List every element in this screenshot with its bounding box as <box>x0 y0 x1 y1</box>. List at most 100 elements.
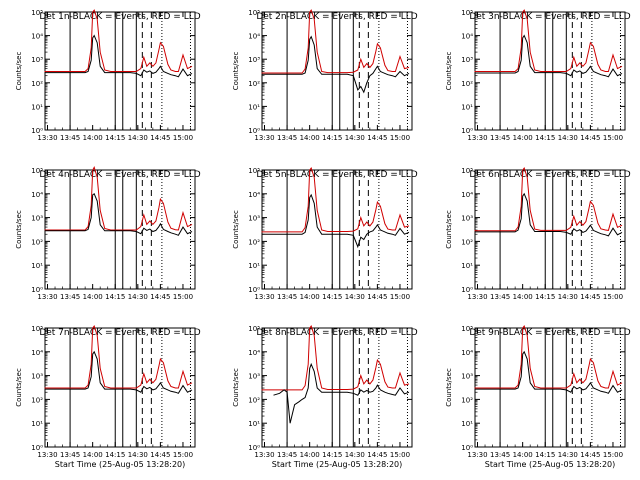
x-tick-label: 14:45 <box>580 293 600 301</box>
y-tick-label: 10³ <box>31 215 43 223</box>
x-tick-label: 14:45 <box>580 134 600 142</box>
y-tick-label: 10⁰ <box>461 286 473 294</box>
x-tick-label: 13:30 <box>37 451 57 459</box>
series-line-lld <box>44 325 193 389</box>
x-tick-label: 15:00 <box>390 451 410 459</box>
x-tick-label: 14:30 <box>345 451 365 459</box>
y-tick-label: 10⁰ <box>461 444 473 452</box>
y-tick-label: 10⁴ <box>461 191 473 199</box>
x-tick-label: 14:00 <box>513 134 533 142</box>
x-tick-label: 15:00 <box>173 134 193 142</box>
x-tick-label: 13:30 <box>254 293 274 301</box>
y-tick-label: 10⁴ <box>31 191 43 199</box>
series-line-lld <box>44 166 193 231</box>
x-tick-label: 14:45 <box>150 293 170 301</box>
x-tick-label: 14:30 <box>128 293 148 301</box>
y-tick-label: 10² <box>248 396 260 404</box>
x-tick-label: 15:00 <box>603 293 623 301</box>
x-tick-label: 14:45 <box>150 451 170 459</box>
y-tick-label: 10³ <box>248 56 260 64</box>
plot-frame <box>261 327 413 448</box>
y-tick-label: 10² <box>248 238 260 246</box>
y-tick-label: 10¹ <box>461 262 473 270</box>
x-tick-label: 13:45 <box>490 451 510 459</box>
y-tick-label: 10⁴ <box>31 349 43 357</box>
x-tick-label: 13:45 <box>60 293 80 301</box>
y-tick-label: 10⁵ <box>461 9 473 17</box>
series-line-events <box>273 362 410 424</box>
x-tick-label: 14:30 <box>558 134 578 142</box>
y-tick-label: 10⁰ <box>248 444 260 452</box>
x-axis-label: Start Time (25-Aug-05 13:28:20) <box>272 460 403 469</box>
x-tick-label: 14:00 <box>300 451 320 459</box>
y-tick-label: 10¹ <box>248 420 260 428</box>
y-axis-label: Counts/sec <box>232 368 240 407</box>
x-tick-label: 13:30 <box>37 293 57 301</box>
x-tick-label: 14:15 <box>105 451 125 459</box>
y-tick-label: 10³ <box>31 56 43 64</box>
x-tick-label: 14:15 <box>535 134 555 142</box>
x-tick-label: 13:45 <box>60 451 80 459</box>
y-tick-label: 10¹ <box>248 103 260 111</box>
y-tick-label: 10³ <box>248 215 260 223</box>
x-tick-label: 13:30 <box>254 451 274 459</box>
y-axis-label: Counts/sec <box>15 368 23 407</box>
x-tick-label: 14:15 <box>105 293 125 301</box>
series-line-lld <box>44 9 193 72</box>
panel-title: Det 1n-BLACK = Events, RED = LLD <box>39 12 200 22</box>
y-axis-label: Counts/sec <box>15 210 23 249</box>
series-line-events <box>261 193 410 249</box>
x-tick-label: 14:15 <box>322 134 342 142</box>
y-tick-label: 10⁵ <box>248 167 260 175</box>
series-line-events <box>474 34 623 78</box>
series-line-events <box>474 192 623 237</box>
plot-frame <box>474 169 626 290</box>
y-tick-label: 10⁴ <box>248 349 260 357</box>
y-tick-label: 10⁴ <box>248 191 260 199</box>
y-tick-label: 10⁵ <box>248 325 260 333</box>
y-tick-label: 10⁵ <box>31 9 43 17</box>
x-tick-label: 13:45 <box>490 293 510 301</box>
series-line-events <box>44 350 193 394</box>
y-tick-label: 10³ <box>248 373 260 381</box>
panel-det-8: Det 8n-BLACK = Events, RED = LLD 10⁰ 10¹ 10… <box>232 325 418 469</box>
panel-det-1: Det 1n-BLACK = Events, RED = LLD 10⁰ 10¹ 10… <box>15 9 201 142</box>
panel-det-9: Det 9n-BLACK = Events, RED = LLD 10⁰ 10¹ 10… <box>445 325 631 469</box>
x-tick-label: 14:15 <box>105 134 125 142</box>
x-tick-label: 14:15 <box>535 293 555 301</box>
series-line-lld <box>261 167 410 233</box>
panel-title: Det 7n-BLACK = Events, RED = LLD <box>39 328 200 338</box>
series-line-lld <box>474 9 623 72</box>
y-tick-label: 10² <box>31 80 43 88</box>
panel-title: Det 6n-BLACK = Events, RED = LLD <box>469 170 630 180</box>
x-tick-label: 13:30 <box>467 451 487 459</box>
y-tick-label: 10⁰ <box>248 127 260 135</box>
y-tick-label: 10² <box>31 238 43 246</box>
y-tick-label: 10⁴ <box>31 33 43 41</box>
y-tick-label: 10¹ <box>461 420 473 428</box>
series-line-events <box>44 193 193 236</box>
x-tick-label: 13:30 <box>37 134 57 142</box>
panel-det-6: Det 6n-BLACK = Events, RED = LLD 10⁰ 10¹ 10… <box>445 167 631 301</box>
series-line-lld <box>474 325 623 389</box>
x-tick-label: 13:45 <box>277 451 297 459</box>
x-tick-label: 15:00 <box>173 451 193 459</box>
x-tick-label: 14:30 <box>345 293 365 301</box>
series-line-lld <box>474 167 623 232</box>
y-tick-label: 10³ <box>461 56 473 64</box>
panel-det-5: Det 5n-BLACK = Events, RED = LLD 10⁰ 10¹ 10… <box>232 167 418 301</box>
y-tick-label: 10¹ <box>31 420 43 428</box>
x-tick-label: 15:00 <box>390 293 410 301</box>
y-tick-label: 10⁴ <box>461 33 473 41</box>
y-axis-label: Counts/sec <box>232 52 240 91</box>
x-tick-label: 14:00 <box>513 451 533 459</box>
series-line-events <box>474 350 623 394</box>
x-axis-label: Start Time (25-Aug-05 13:28:20) <box>485 460 616 469</box>
x-tick-label: 15:00 <box>173 293 193 301</box>
panel-det-3: Det 3n-BLACK = Events, RED = LLD 10⁰ 10¹ 10… <box>445 9 631 142</box>
x-tick-label: 13:45 <box>277 293 297 301</box>
panel-title: Det 5n-BLACK = Events, RED = LLD <box>256 170 417 180</box>
x-tick-label: 14:00 <box>300 293 320 301</box>
x-tick-label: 14:45 <box>150 134 170 142</box>
